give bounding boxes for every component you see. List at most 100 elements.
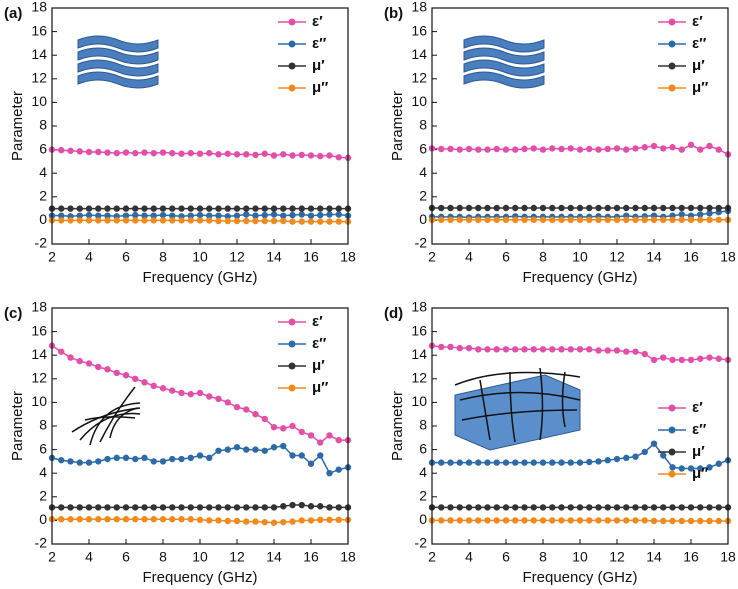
data-point	[317, 439, 324, 446]
data-point	[76, 459, 83, 466]
data-point	[196, 205, 204, 212]
data-point	[558, 517, 565, 524]
plot-frame	[51, 307, 349, 545]
data-point	[660, 452, 667, 459]
data-point	[604, 145, 611, 153]
data-point	[317, 205, 324, 212]
data-point	[159, 516, 167, 523]
y-tick-label: 6	[39, 440, 47, 456]
x-tick-label: 18	[720, 249, 736, 265]
data-point	[697, 146, 704, 153]
data-point	[159, 149, 167, 156]
data-point	[669, 216, 676, 224]
data-point	[623, 216, 630, 224]
data-point	[558, 459, 565, 466]
data-point	[150, 217, 157, 224]
data-point	[132, 516, 139, 523]
data-point	[95, 504, 102, 511]
legend-label: μ′	[312, 357, 325, 374]
data-point	[567, 504, 574, 511]
data-point	[586, 504, 593, 511]
data-point	[113, 217, 120, 224]
data-point	[512, 459, 519, 466]
data-point	[576, 459, 584, 466]
data-point	[632, 504, 639, 511]
data-point	[595, 504, 602, 511]
data-point	[586, 145, 593, 153]
data-point	[141, 454, 148, 462]
data-point	[252, 217, 259, 225]
data-point	[465, 504, 473, 511]
data-point	[58, 205, 65, 212]
data-point	[687, 204, 695, 212]
data-point	[141, 504, 148, 511]
data-point	[307, 503, 315, 510]
data-point	[530, 204, 537, 212]
data-point	[104, 504, 111, 511]
data-point	[159, 205, 167, 212]
data-point	[493, 504, 500, 511]
legend-label: ε″	[692, 421, 706, 438]
data-point	[298, 218, 305, 225]
data-point	[576, 504, 584, 511]
data-point	[502, 346, 510, 353]
data-point	[650, 216, 658, 224]
x-tick-label: 4	[85, 549, 93, 565]
y-tick-label: 4	[419, 164, 427, 180]
y-tick-label: 12	[31, 370, 47, 386]
illustration-b	[463, 35, 545, 89]
data-point	[567, 216, 574, 224]
data-point	[187, 205, 194, 212]
data-point	[67, 504, 74, 511]
legend-marker	[668, 470, 676, 478]
x-tick-label: 12	[609, 549, 625, 565]
data-point	[169, 217, 176, 224]
data-point	[95, 217, 102, 224]
data-point	[289, 211, 296, 219]
legend-label: ε′	[692, 399, 703, 416]
legend-marker	[668, 448, 676, 456]
data-point	[233, 517, 241, 525]
data-point	[206, 504, 213, 511]
legend-marker	[668, 62, 676, 70]
data-point	[650, 356, 658, 364]
panel-label: (d)	[384, 305, 403, 322]
data-point	[113, 205, 120, 212]
data-point	[521, 145, 528, 153]
data-point	[169, 504, 176, 511]
data-point	[669, 464, 676, 471]
y-tick-label: 16	[31, 322, 47, 338]
x-axis-title: Frequency (GHz)	[142, 569, 257, 586]
data-point	[697, 517, 704, 525]
data-point	[270, 444, 278, 451]
data-point	[85, 148, 93, 156]
data-point	[224, 517, 231, 525]
data-point	[233, 205, 241, 212]
legend-marker	[668, 404, 676, 412]
data-point	[159, 217, 167, 224]
data-point	[196, 389, 204, 397]
data-point	[438, 204, 445, 212]
data-point	[317, 452, 324, 459]
data-point	[530, 216, 537, 224]
x-tick-label: 10	[572, 549, 588, 565]
data-point	[261, 205, 268, 212]
legend-marker	[288, 318, 296, 326]
data-point	[196, 452, 204, 459]
x-axis-title: Frequency (GHz)	[522, 569, 637, 586]
data-point	[650, 142, 658, 150]
data-point	[484, 517, 491, 524]
data-point	[150, 205, 157, 212]
data-point	[85, 504, 93, 511]
data-point	[438, 216, 445, 224]
data-point	[122, 217, 130, 224]
data-point	[438, 145, 445, 153]
data-point	[586, 517, 593, 524]
y-tick-label: 14	[31, 346, 47, 362]
data-point	[289, 152, 296, 159]
data-point	[558, 145, 565, 153]
data-point	[512, 204, 519, 212]
data-point	[224, 213, 231, 220]
data-point	[85, 217, 93, 224]
data-point	[660, 504, 667, 511]
